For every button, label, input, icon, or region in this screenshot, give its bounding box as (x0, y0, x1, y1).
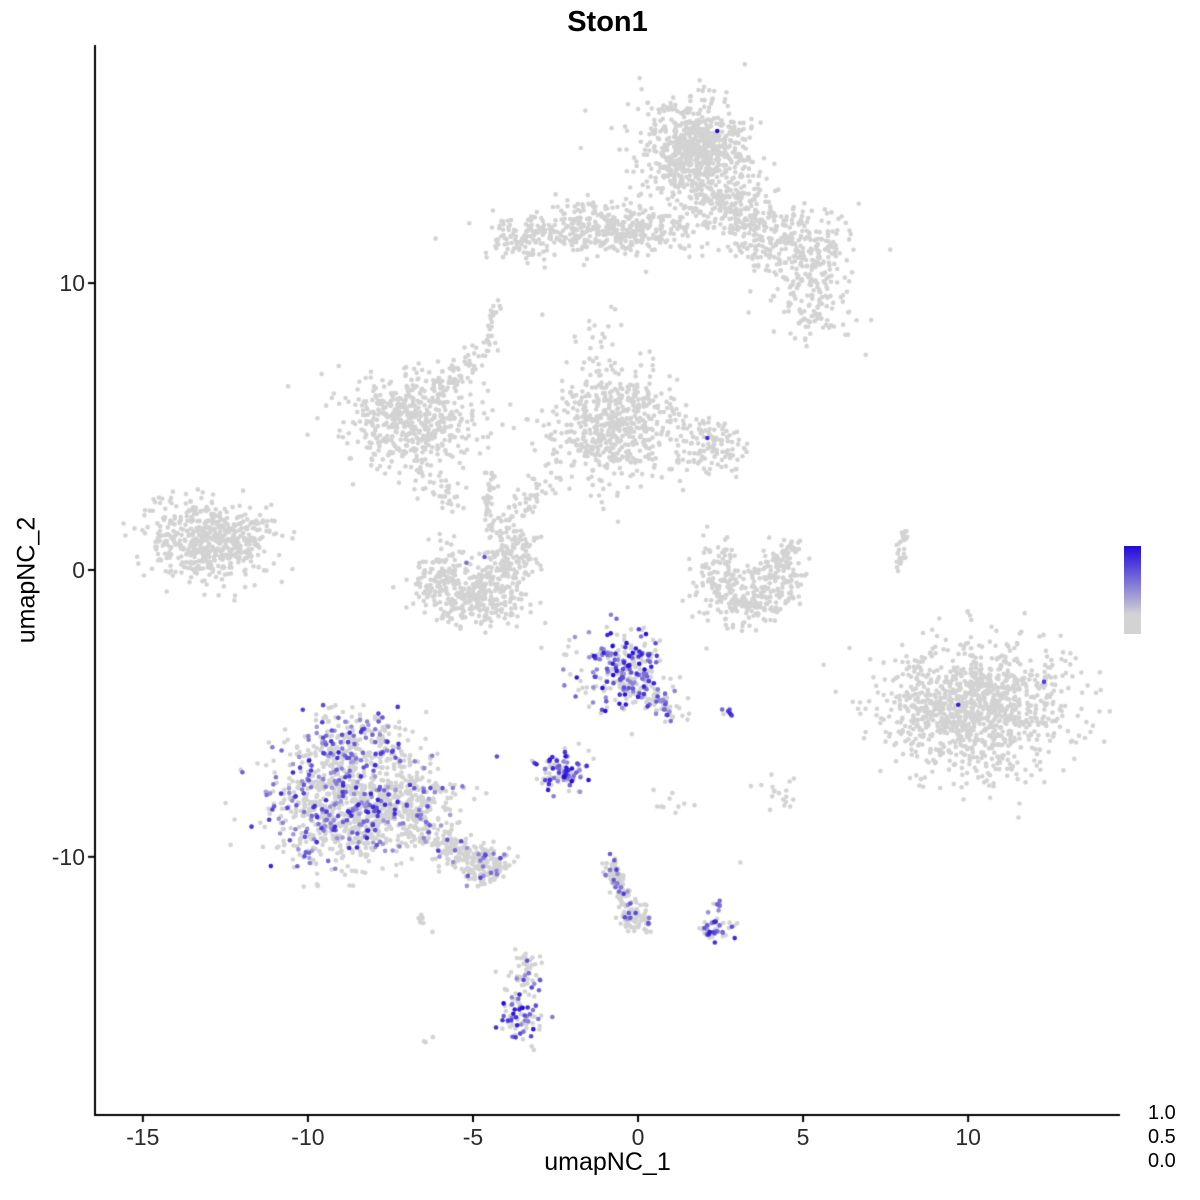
legend-tick-high: 1.0 (1148, 1102, 1176, 1124)
x-tick-label: 10 (955, 1124, 981, 1150)
x-tick-label: -10 (291, 1124, 325, 1150)
x-tick-label: 0 (631, 1124, 645, 1150)
y-tick-label: -10 (51, 843, 85, 870)
legend-tick-low: 0.0 (1148, 1150, 1176, 1172)
colorbar-gradient (1124, 546, 1141, 634)
x-tick-label: 5 (796, 1124, 810, 1150)
plot-title: Ston1 (567, 6, 648, 38)
x-tick-label: -15 (126, 1124, 160, 1150)
y-tick-label: 0 (72, 556, 85, 583)
x-tick-label: -5 (462, 1124, 484, 1150)
legend-tick-mid: 0.5 (1148, 1126, 1176, 1148)
x-axis-label: umapNC_1 (544, 1148, 671, 1176)
y-tick-label: 10 (59, 270, 85, 297)
